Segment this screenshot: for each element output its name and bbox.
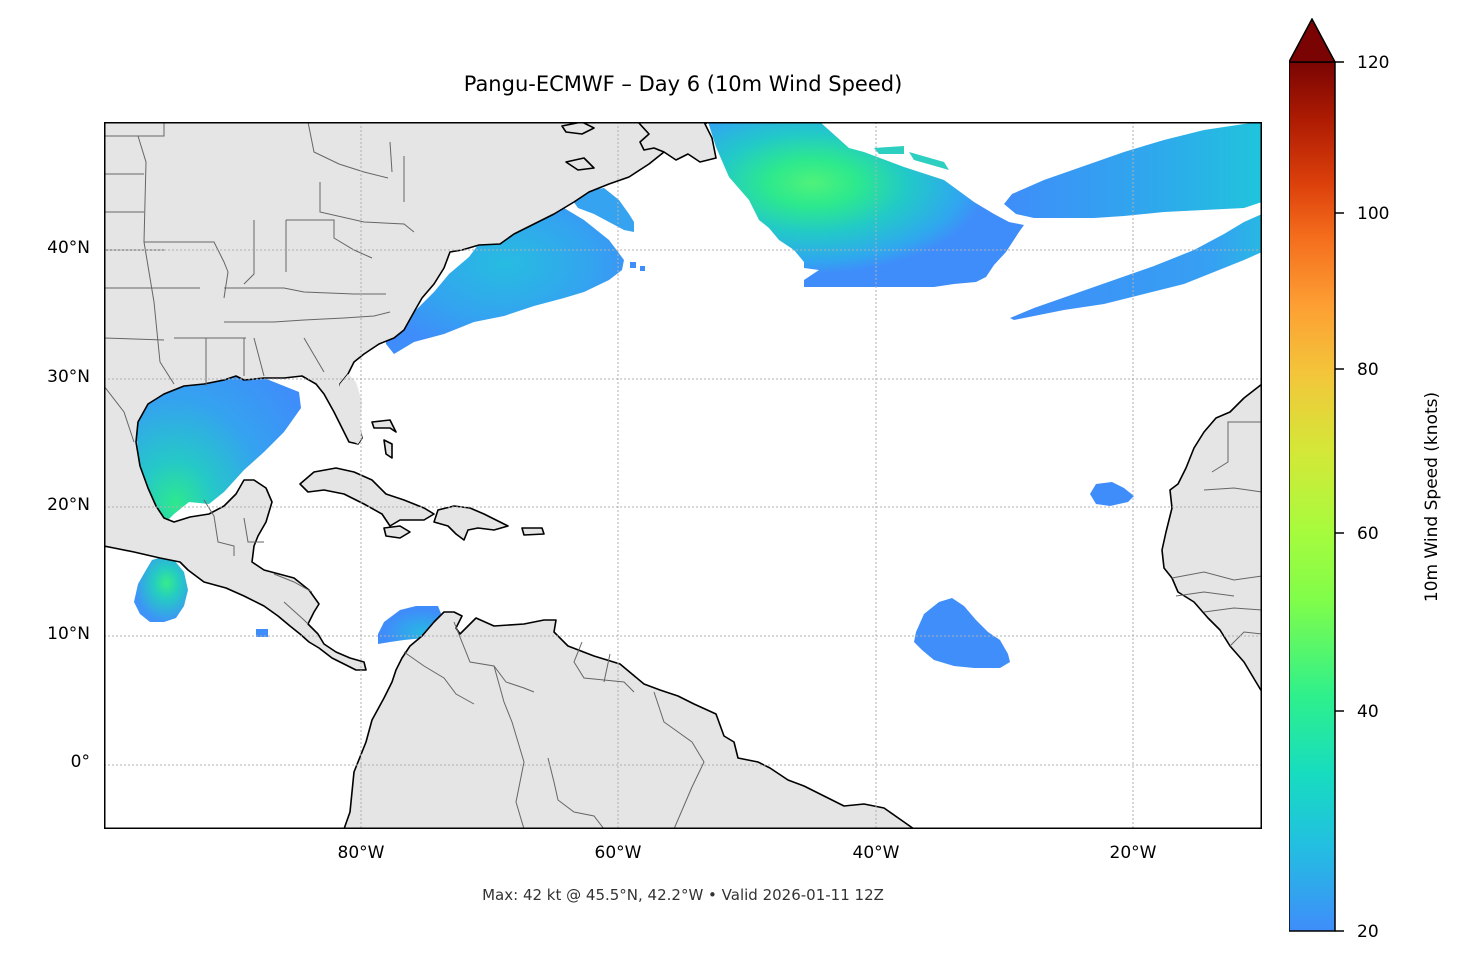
y-tick-label: 40°N [47, 238, 90, 258]
map-canvas [104, 122, 1262, 829]
land-florida [338, 374, 362, 444]
wind-region-central-atlantic-south [914, 598, 1010, 668]
colorbar [1289, 18, 1344, 932]
land-hispaniola [433, 505, 509, 541]
wind-region-cape-verde [1090, 482, 1134, 506]
map-frame [104, 122, 1262, 829]
land-africa [1161, 383, 1262, 693]
land-newfoundland [637, 122, 717, 163]
colorbar-extend-max-arrow [1289, 18, 1337, 63]
y-tick-label: 30°N [47, 367, 90, 387]
land-masses [104, 122, 1262, 829]
x-tick-label: 20°W [1109, 843, 1157, 863]
gridlines [104, 122, 1262, 829]
colorbar-gradient [1289, 61, 1336, 932]
y-tick-label: 20°N [47, 495, 90, 515]
wind-fragment [630, 262, 636, 268]
max-wind-valid-time-caption: Max: 42 kt @ 45.5°N, 42.2°W • Valid 2026… [482, 886, 884, 904]
colorbar-ticks [1335, 61, 1344, 932]
wind-region-ne-atlantic-south [1010, 214, 1262, 320]
land-jamaica [383, 525, 411, 539]
colorbar-tick-label: 120 [1357, 53, 1390, 73]
x-tick-label: 60°W [594, 843, 642, 863]
land-puerto-rico [521, 527, 545, 536]
colorbar-tick-label: 60 [1357, 524, 1379, 544]
colorbar-label: 10m Wind Speed (knots) [1422, 391, 1442, 603]
land-bahamas [371, 419, 397, 433]
y-tick-label: 10°N [47, 624, 90, 644]
x-tick-label: 40°W [852, 843, 900, 863]
land-bahamas-2 [383, 439, 393, 459]
x-tick-label: 80°W [337, 843, 385, 863]
colorbar-tick-label: 80 [1357, 360, 1379, 380]
land-north-america [104, 122, 709, 671]
map-plot-area [104, 122, 1262, 829]
land-cuba [299, 467, 435, 527]
colorbar-tick-label: 100 [1357, 204, 1390, 224]
wind-fragment [640, 266, 645, 271]
wind-region-tehuantepec [134, 557, 188, 622]
wind-region-us-east-coast [386, 204, 624, 354]
chart-title: Pangu-ECMWF – Day 6 (10m Wind Speed) [463, 72, 903, 96]
land-south-america [343, 611, 915, 829]
wind-region-central-atlantic [708, 122, 1024, 287]
country-state-borders [104, 122, 1262, 829]
y-tick-label: 0° [70, 752, 90, 772]
wind-fragment [256, 629, 268, 637]
colorbar-tick-label: 40 [1357, 702, 1379, 722]
wind-region-central-atlantic-fragment [874, 146, 949, 170]
land-anticosti [565, 157, 595, 171]
colorbar-tick-label: 20 [1357, 922, 1379, 942]
